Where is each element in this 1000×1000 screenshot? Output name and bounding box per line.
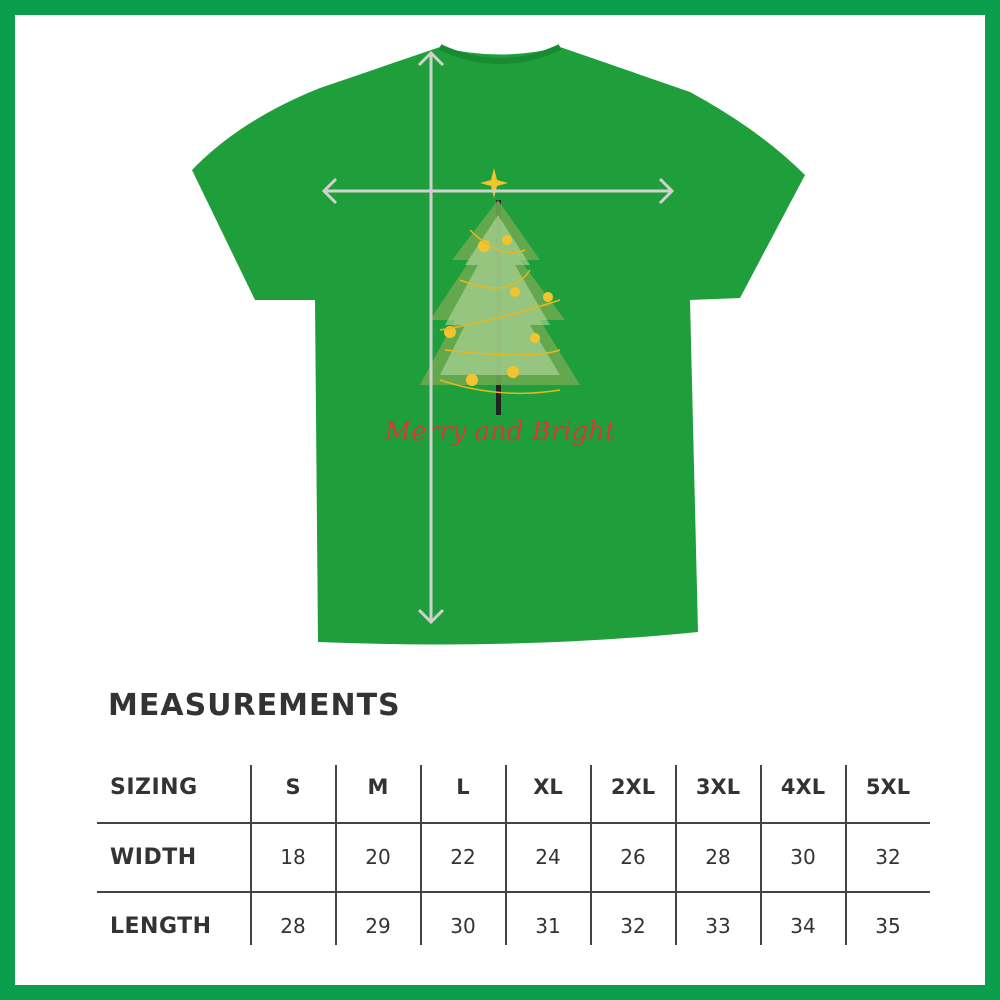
column-divider <box>845 765 847 945</box>
row-divider <box>97 891 930 893</box>
star-icon <box>480 168 508 198</box>
column-divider <box>590 765 592 945</box>
column-divider <box>760 765 762 945</box>
column-divider <box>675 765 677 945</box>
length-value: 33 <box>705 914 731 938</box>
size-header: 5XL <box>865 775 911 799</box>
width-value: 26 <box>620 845 646 869</box>
width-value: 30 <box>790 845 816 869</box>
measurement-arrows <box>321 50 675 625</box>
measurements-title: MEASUREMENTS <box>108 688 401 723</box>
length-value: 29 <box>365 914 391 938</box>
length-value: 28 <box>280 914 306 938</box>
size-header: 2XL <box>610 775 656 799</box>
column-divider <box>335 765 337 945</box>
size-header: M <box>367 775 389 799</box>
header-label: SIZING <box>110 775 198 800</box>
length-value: 31 <box>535 914 561 938</box>
length-value: 32 <box>620 914 646 938</box>
size-header: 4XL <box>780 775 826 799</box>
row-divider <box>97 822 930 824</box>
width-value: 22 <box>450 845 476 869</box>
length-value: 30 <box>450 914 476 938</box>
width-value: 24 <box>535 845 561 869</box>
width-value: 20 <box>365 845 391 869</box>
width-value: 18 <box>280 845 306 869</box>
width-value: 28 <box>705 845 731 869</box>
size-header: 3XL <box>695 775 741 799</box>
column-divider <box>250 765 252 945</box>
row-label-length: LENGTH <box>110 914 212 939</box>
length-value: 35 <box>875 914 901 938</box>
size-header: L <box>456 775 470 799</box>
size-header: S <box>285 775 301 799</box>
christmas-tree-print <box>420 168 580 415</box>
width-value: 32 <box>875 845 901 869</box>
column-divider <box>505 765 507 945</box>
print-text: Merry and Bright <box>384 417 616 447</box>
column-divider <box>420 765 422 945</box>
collar <box>438 44 562 64</box>
row-label-width: WIDTH <box>110 845 197 870</box>
size-header: XL <box>533 775 563 799</box>
length-value: 34 <box>790 914 816 938</box>
